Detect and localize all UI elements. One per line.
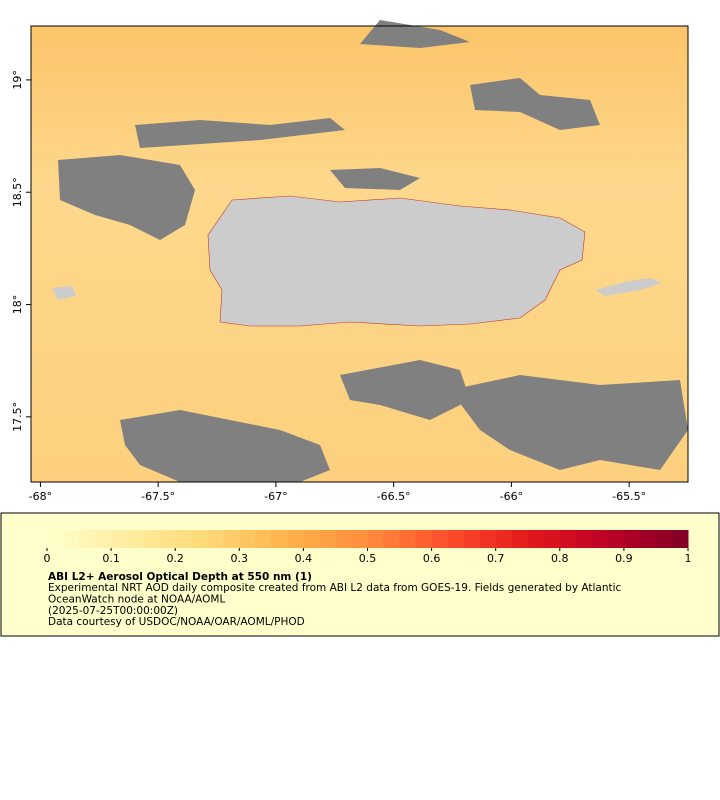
colorbar-step: [95, 530, 112, 548]
colorbar-step: [623, 530, 641, 548]
colorbar-step: [79, 530, 96, 548]
colorbar-step: [527, 530, 545, 548]
colorbar-tick-label: 0.4: [295, 552, 313, 565]
colorbar-step: [463, 530, 481, 548]
colorbar-step: [367, 530, 385, 548]
x-tick-label: -67.5°: [141, 490, 175, 503]
colorbar-step: [591, 530, 609, 548]
colorbar-step: [127, 530, 144, 548]
colorbar-tick-label: 1: [685, 552, 692, 565]
colorbar-step: [319, 530, 336, 548]
colorbar-step: [431, 530, 449, 548]
colorbar-step: [479, 530, 497, 548]
colorbar-step: [639, 530, 657, 548]
colorbar: 0 0.1 0.2 0.3 0.4 0.5 0.6 0.7 0.8 0.9 1: [44, 530, 692, 565]
colorbar-step: [447, 530, 465, 548]
colorbar-step: [559, 530, 577, 548]
colorbar-step: [47, 530, 64, 548]
colorbar-step: [223, 530, 240, 548]
colorbar-step: [271, 530, 288, 548]
colorbar-step: [415, 530, 433, 548]
colorbar-step: [511, 530, 529, 548]
colorbar-step: [671, 530, 689, 548]
axes: -68° -67.5° -67° -66.5° -66° -65.5° 19° 18.5° 18…: [11, 70, 646, 503]
x-tick-label: -65.5°: [612, 490, 646, 503]
colorbar-step: [351, 530, 368, 548]
colorbar-tick-label: 0.6: [423, 552, 441, 565]
y-tick-label: 19°: [11, 70, 24, 90]
colorbar-tick-label: 0.8: [551, 552, 569, 565]
colorbar-tick-label: 0.1: [102, 552, 120, 565]
colorbar-step: [143, 530, 160, 548]
legend-line: (2025-07-25T00:00:00Z): [48, 605, 178, 617]
colorbar-step: [383, 530, 401, 548]
legend-line: Experimental NRT AOD daily composite cre…: [48, 582, 622, 594]
colorbar-step: [303, 530, 320, 548]
colorbar-step: [655, 530, 673, 548]
colorbar-step: [575, 530, 593, 548]
y-tick-label: 18.5°: [11, 177, 24, 207]
colorbar-step: [111, 530, 128, 548]
x-tick-label: -66.5°: [377, 490, 411, 503]
colorbar-tick-label: 0.9: [615, 552, 633, 565]
colorbar-step: [159, 530, 176, 548]
legend-line: Data courtesy of USDOC/NOAA/OAR/AOML/PHO…: [48, 616, 305, 628]
colorbar-step: [207, 530, 224, 548]
land-mona: [52, 286, 76, 300]
colorbar-step: [607, 530, 625, 548]
colorbar-step: [63, 530, 80, 548]
land-puerto-rico: [207, 195, 586, 327]
colorbar-step: [335, 530, 352, 548]
colorbar-step: [255, 530, 272, 548]
x-tick-label: -66°: [500, 490, 523, 503]
colorbar-step: [191, 530, 208, 548]
colorbar-step: [399, 530, 417, 548]
land-vieques: [595, 278, 662, 296]
legend-title: ABI L2+ Aerosol Optical Depth at 550 nm …: [48, 571, 312, 583]
y-tick-label: 18°: [11, 295, 24, 315]
colorbar-step: [543, 530, 561, 548]
x-tick-label: -68°: [29, 490, 52, 503]
no-data-areas: [58, 20, 688, 482]
colorbar-tick-label: 0.5: [359, 552, 377, 565]
legend-line: OceanWatch node at NOAA/AOML: [48, 594, 225, 606]
map-frame: [30, 25, 689, 483]
x-tick-label: -67°: [264, 490, 287, 503]
colorbar-tick-label: 0.3: [231, 552, 249, 565]
colorbar-tick-label: 0.7: [487, 552, 505, 565]
colorbar-step: [175, 530, 192, 548]
y-tick-label: 17.5°: [11, 402, 24, 432]
colorbar-tick-label: 0.2: [166, 552, 184, 565]
colorbar-tick-label: 0: [44, 552, 51, 565]
colorbar-step: [287, 530, 304, 548]
colorbar-step: [239, 530, 256, 548]
colorbar-step: [495, 530, 513, 548]
